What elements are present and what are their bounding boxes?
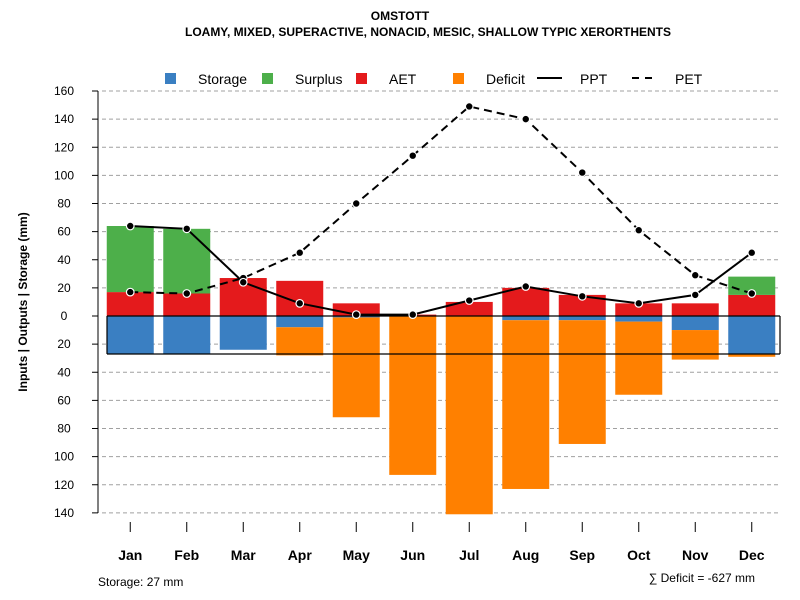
storage-bar: [671, 316, 719, 331]
pet-line-point: [747, 289, 757, 298]
ppt-line-point: [634, 298, 644, 308]
legend-label-deficit: Deficit: [486, 71, 525, 87]
pet-line-point: [464, 102, 474, 111]
deficit-bar: [332, 317, 380, 418]
aet-bar: [671, 303, 719, 316]
pet-line-point: [125, 287, 135, 297]
x-tick-label: Dec: [739, 547, 765, 563]
pet-line-point: [577, 168, 587, 177]
ppt-line-point: [521, 282, 531, 291]
y-axis-label: Inputs | Outputs | Storage (mm): [16, 212, 30, 391]
x-tick-label: Feb: [174, 547, 199, 563]
y-tick-label: 100: [54, 168, 74, 182]
chart-subtitle: LOAMY, MIXED, SUPERACTIVE, NONACID, MESI…: [185, 25, 671, 39]
y-tick-label: 140: [54, 506, 74, 520]
y-tick-label: 120: [54, 478, 74, 492]
x-tick-label: Sep: [569, 547, 595, 563]
pet-line-point: [521, 114, 531, 124]
y-tick-label: 100: [54, 450, 74, 464]
legend-label-pet: PET: [675, 71, 703, 87]
x-tick-label: Nov: [682, 547, 709, 563]
y-tick-label: 80: [57, 422, 71, 436]
surplus-bar: [163, 228, 211, 294]
pet-line-point: [295, 248, 305, 258]
y-tick-label: 40: [57, 253, 71, 267]
legend-swatch-storage: [165, 73, 176, 84]
deficit-bar: [671, 330, 719, 360]
aet-bar: [163, 293, 211, 316]
x-tick-label: May: [343, 547, 370, 563]
storage-bar: [163, 316, 211, 354]
pet-line-point: [351, 199, 361, 208]
deficit-bar: [728, 353, 776, 357]
legend-swatch-deficit: [453, 73, 464, 84]
ppt-line-point: [690, 290, 700, 300]
legend-swatch-surplus: [262, 73, 273, 84]
surplus-bar: [728, 276, 776, 295]
storage-bar: [106, 316, 154, 354]
chart-title: OMSTOTT: [371, 9, 430, 23]
aet-bar: [106, 292, 154, 316]
legend-label-surplus: Surplus: [295, 71, 342, 87]
y-tick-label: 160: [54, 84, 74, 98]
ppt-line: [130, 225, 753, 316]
y-tick-label: 20: [57, 337, 71, 351]
aet-bar: [558, 294, 606, 316]
pet-line-point: [690, 270, 700, 280]
deficit-bar: [445, 316, 493, 515]
aet-bar: [502, 287, 550, 316]
x-tick-label: Jun: [400, 547, 425, 563]
aet-bar: [445, 301, 493, 316]
deficit-bar: [615, 321, 663, 395]
x-tick-label: Jan: [118, 547, 142, 563]
deficit-bar: [502, 320, 550, 489]
y-tick-label: 140: [54, 112, 74, 126]
ppt-line-point: [464, 296, 474, 305]
storage-bar: [219, 316, 267, 350]
legend-swatch-aet: [356, 73, 367, 84]
pet-line-point: [182, 289, 192, 298]
legend-label-ppt: PPT: [580, 71, 608, 87]
x-tick-label: Apr: [288, 547, 313, 563]
storage-bar: [728, 316, 776, 354]
y-tick-label: 60: [57, 393, 71, 407]
aet-bar: [728, 294, 776, 316]
ppt-line-point: [747, 248, 757, 258]
x-tick-label: Mar: [231, 547, 256, 563]
x-tick-label: Aug: [512, 547, 539, 563]
y-tick-label: 120: [54, 140, 74, 154]
pet-line-point: [634, 225, 644, 235]
ppt-line-point: [182, 224, 192, 234]
x-tick-label: Oct: [627, 547, 651, 563]
surplus-bar: [106, 226, 154, 293]
ppt-line-point: [351, 310, 361, 319]
deficit-bar: [276, 327, 324, 356]
y-tick-label: 20: [57, 281, 71, 295]
x-tick-label: Jul: [459, 547, 479, 563]
ppt-line-point: [125, 221, 135, 231]
pet-line: [130, 105, 753, 295]
storage-bar: [558, 316, 606, 321]
legend-label-storage: Storage: [198, 71, 247, 87]
storage-bar: [615, 316, 663, 322]
storage-bar: [502, 316, 550, 321]
y-tick-label: 60: [57, 225, 71, 239]
storage-bar: [276, 316, 324, 328]
storage-footnote: Storage: 27 mm: [98, 575, 183, 589]
pet-line-point: [408, 151, 418, 161]
ppt-line-point: [577, 291, 587, 301]
aet-bar: [276, 280, 324, 316]
ppt-line-point: [238, 277, 248, 287]
aet-bar: [615, 303, 663, 316]
y-tick-label: 80: [57, 197, 71, 211]
deficit-footnote: ∑ Deficit = -627 mm: [649, 571, 755, 585]
deficit-bar: [558, 320, 606, 444]
ppt-line-point: [408, 310, 418, 319]
y-tick-label: 0: [61, 309, 68, 323]
legend-label-aet: AET: [389, 71, 417, 87]
deficit-bar: [389, 316, 437, 475]
ppt-line-point: [295, 298, 305, 308]
y-tick-label: 40: [57, 365, 71, 379]
